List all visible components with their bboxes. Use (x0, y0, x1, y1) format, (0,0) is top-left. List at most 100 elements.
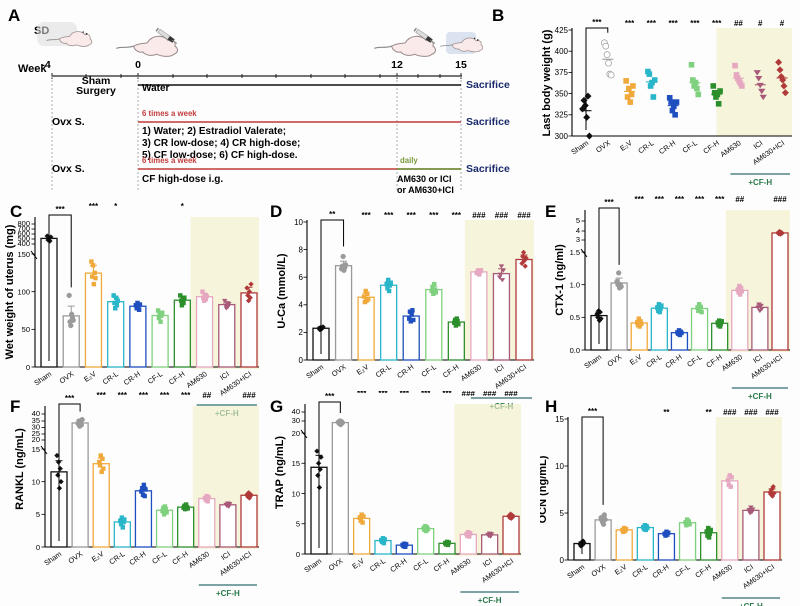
svg-text:10: 10 (555, 462, 564, 471)
svg-text:Surgery: Surgery (76, 85, 116, 97)
svg-text:CR-H: CR-H (395, 362, 415, 380)
svg-text:E₂V: E₂V (90, 549, 106, 564)
svg-text:6 times a week: 6 times a week (142, 156, 197, 165)
svg-text:***: *** (325, 392, 335, 401)
svg-text:Sham: Sham (569, 138, 590, 156)
svg-text:-4: -4 (41, 59, 50, 71)
svg-text:CR-H: CR-H (127, 549, 147, 567)
svg-text:ICI: ICI (481, 556, 494, 569)
svg-text:375: 375 (555, 68, 569, 77)
svg-text:***: *** (118, 391, 128, 400)
svg-text:5: 5 (560, 509, 565, 518)
svg-text:###: ### (472, 211, 486, 220)
svg-text:***: *** (139, 391, 149, 400)
svg-text:###: ### (495, 211, 509, 220)
svg-text:425: 425 (555, 26, 569, 35)
svg-text:ICI: ICI (752, 138, 765, 151)
svg-text:Water: Water (142, 83, 170, 94)
svg-text:OCN (ng/mL): OCN (ng/mL) (540, 455, 549, 523)
svg-text:###: ### (242, 391, 256, 400)
svg-text:*: * (114, 202, 118, 211)
svg-text:3: 3 (576, 235, 580, 244)
svg-text:***: *** (635, 195, 645, 204)
svg-text:CR-L: CR-L (368, 556, 387, 573)
svg-text:CF-L: CF-L (673, 562, 691, 579)
svg-text:or AM630+ICI: or AM630+ICI (397, 185, 454, 195)
svg-text:ICI: ICI (218, 369, 231, 382)
svg-text:5: 5 (36, 510, 40, 519)
svg-text:30: 30 (292, 416, 300, 425)
svg-text:##: ## (202, 391, 211, 400)
svg-text:CF-H: CF-H (441, 362, 460, 379)
svg-text:E₂V: E₂V (355, 362, 371, 377)
svg-text:0: 0 (560, 556, 565, 565)
svg-text:800: 800 (17, 219, 30, 228)
svg-text:***: *** (181, 391, 191, 400)
svg-text:***: *** (625, 19, 635, 28)
svg-text:CR-H: CR-H (650, 562, 670, 580)
svg-text:###: ### (723, 408, 737, 417)
svg-text:400: 400 (555, 47, 569, 56)
svg-text:CR-L: CR-L (644, 352, 663, 369)
svg-text:CF high-dose i.g.: CF high-dose i.g. (142, 174, 223, 185)
svg-text:6 times a week: 6 times a week (142, 109, 197, 118)
svg-text:***: *** (668, 19, 678, 28)
svg-text:+CF-H: +CF-H (739, 602, 763, 606)
svg-text:+CF-H: +CF-H (748, 178, 772, 187)
svg-text:Wet weight of uterus (mg): Wet weight of uterus (mg) (4, 224, 16, 359)
svg-text:AM630: AM630 (720, 352, 744, 373)
svg-text:0: 0 (296, 550, 300, 559)
svg-text:50: 50 (22, 325, 30, 334)
svg-text:OVX: OVX (66, 549, 84, 565)
svg-text:CR-H: CR-H (657, 138, 677, 156)
svg-text:40: 40 (292, 407, 300, 416)
svg-text:10: 10 (292, 489, 300, 498)
svg-text:Ovx S.: Ovx S. (52, 163, 85, 175)
svg-text:CR-L: CR-L (636, 138, 655, 155)
svg-text:##: ## (734, 19, 743, 28)
svg-text:1.0: 1.0 (570, 280, 580, 289)
svg-text:***: *** (55, 205, 65, 214)
svg-text:***: *** (160, 391, 170, 400)
svg-text:5: 5 (296, 520, 300, 529)
svg-text:ICI: ICI (219, 549, 232, 562)
svg-text:CR-H: CR-H (663, 352, 683, 370)
svg-text:ICI: ICI (493, 362, 506, 375)
svg-text:***: *** (452, 211, 462, 220)
svg-text:AM630: AM630 (187, 549, 211, 570)
svg-text:1) Water; 2) Estradiol Valerat: 1) Water; 2) Estradiol Valerate; (142, 126, 286, 137)
svg-text:325: 325 (555, 111, 569, 120)
svg-text:CF-H: CF-H (167, 369, 186, 386)
svg-text:CF-H: CF-H (701, 138, 720, 155)
svg-text:***: *** (690, 19, 700, 28)
svg-text:300: 300 (555, 132, 569, 141)
svg-text:350: 350 (555, 89, 569, 98)
svg-text:*: * (181, 202, 185, 211)
svg-text:AM630: AM630 (710, 562, 734, 583)
svg-text:***: *** (89, 202, 99, 211)
svg-text:150: 150 (17, 250, 30, 259)
svg-text:4: 4 (299, 301, 304, 310)
svg-text:0: 0 (135, 59, 141, 71)
svg-text:**: ** (329, 210, 336, 219)
svg-text:##: ## (735, 195, 744, 204)
svg-text:OVX: OVX (605, 352, 623, 368)
svg-text:###: ### (773, 195, 787, 204)
svg-text:12: 12 (391, 59, 403, 71)
svg-text:TRAP (ng/mL): TRAP (ng/mL) (274, 436, 286, 509)
svg-text:###: ### (744, 408, 758, 417)
svg-text:***: *** (592, 18, 602, 27)
svg-text:0: 0 (26, 363, 30, 372)
svg-text:Sham: Sham (42, 549, 63, 567)
svg-text:***: *** (421, 391, 431, 398)
svg-text:###: ### (462, 391, 476, 398)
svg-text:Sham: Sham (32, 369, 53, 387)
svg-text:5: 5 (576, 216, 580, 225)
svg-text:AM630: AM630 (448, 556, 472, 577)
svg-text:E₂V: E₂V (613, 562, 629, 577)
svg-text:OVX: OVX (589, 562, 607, 578)
svg-text:***: *** (361, 211, 371, 220)
svg-text:6: 6 (299, 273, 304, 282)
svg-text:###: ### (517, 211, 531, 220)
svg-text:###: ### (765, 408, 779, 417)
